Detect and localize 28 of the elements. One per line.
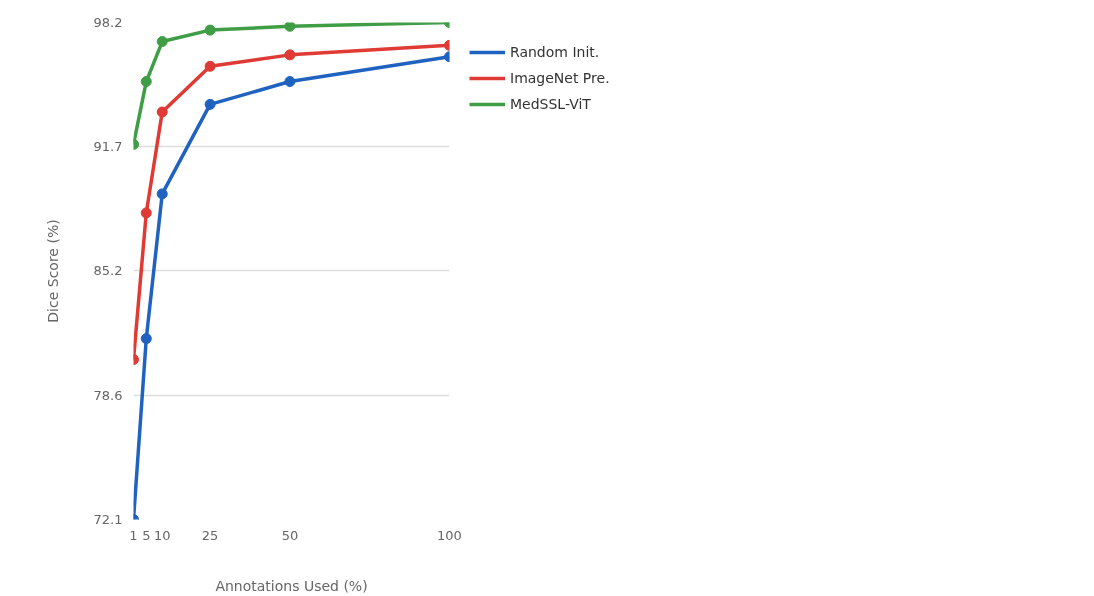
y-tick-label: 78.6: [93, 388, 123, 404]
x-tick-label: 5: [142, 527, 151, 543]
y-tick-label: 85.2: [93, 262, 123, 278]
point: [204, 98, 216, 110]
legend-label: Random Init.: [510, 44, 600, 60]
point: [156, 106, 168, 118]
legend-label: ImageNet Pre.: [510, 70, 610, 86]
point: [156, 36, 168, 48]
point: [284, 22, 296, 32]
point: [284, 49, 296, 61]
x-tick-label: 1: [129, 527, 138, 543]
y-axis-title: Dice Score (%): [44, 219, 61, 323]
point: [204, 24, 216, 36]
y-tick-label: 98.2: [93, 15, 123, 30]
y-tick-label: 91.7: [93, 138, 123, 154]
point: [140, 76, 152, 88]
legend-label: MedSSL-ViT: [510, 96, 591, 112]
x-tick-label: 10: [153, 527, 171, 543]
point: [284, 76, 296, 88]
point: [156, 188, 168, 200]
x-tick-label: 25: [201, 527, 219, 543]
point: [140, 333, 152, 345]
point: [140, 207, 152, 219]
x-axis-title: Annotations Used (%): [215, 577, 368, 594]
y-tick-label: 72.1: [93, 512, 123, 527]
x-tick-label: 50: [281, 527, 299, 543]
point: [204, 60, 216, 72]
x-tick-label: 100: [437, 527, 462, 543]
